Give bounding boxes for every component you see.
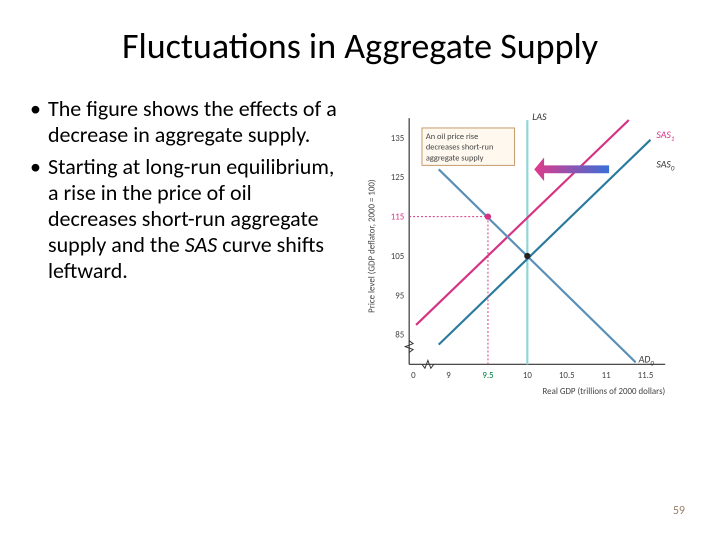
callout-box: An oil price rise decreases short-run ag… bbox=[422, 128, 515, 165]
sas1-label: SAS1 bbox=[657, 129, 676, 143]
origin-label: 0 bbox=[411, 371, 416, 381]
svg-text:11.5: 11.5 bbox=[638, 371, 654, 381]
chart-svg: 85 95 105 115 125 135 9 9.5 10 10.5 11 1… bbox=[355, 96, 690, 416]
svg-text:10.5: 10.5 bbox=[559, 371, 575, 381]
slide-title: Fluctuations in Aggregate Supply bbox=[0, 0, 720, 76]
svg-text:115: 115 bbox=[391, 213, 404, 223]
svg-text:An oil price rise: An oil price rise bbox=[426, 132, 478, 142]
svg-text:95: 95 bbox=[395, 291, 404, 301]
svg-text:11: 11 bbox=[602, 371, 611, 381]
svg-text:10: 10 bbox=[523, 371, 532, 381]
ad0-line bbox=[439, 169, 636, 362]
bullet-1: The figure shows the effects of a decrea… bbox=[30, 96, 345, 148]
equilibrium-point-new bbox=[485, 213, 491, 219]
x-axis-label: Real GDP (trillions of 2000 dollars) bbox=[543, 387, 666, 397]
x-ticks: 9 9.5 10 10.5 11 11.5 bbox=[446, 371, 653, 381]
svg-text:9: 9 bbox=[446, 371, 451, 381]
equilibrium-point-old bbox=[524, 253, 530, 259]
content-area: The figure shows the effects of a decrea… bbox=[0, 76, 720, 416]
shift-arrow bbox=[534, 158, 609, 182]
ad0-label: AD0 bbox=[638, 353, 655, 367]
svg-text:135: 135 bbox=[391, 134, 404, 144]
svg-text:aggregate supply: aggregate supply bbox=[426, 153, 484, 163]
svg-text:9.5: 9.5 bbox=[482, 371, 493, 381]
svg-text:85: 85 bbox=[395, 331, 404, 341]
svg-text:105: 105 bbox=[391, 252, 404, 262]
svg-text:decreases short-run: decreases short-run bbox=[426, 143, 493, 153]
page-number: 59 bbox=[673, 504, 685, 518]
y-ticks: 85 95 105 115 125 135 bbox=[391, 134, 404, 341]
econ-chart: 85 95 105 115 125 135 9 9.5 10 10.5 11 1… bbox=[355, 96, 690, 416]
las-label: LAS bbox=[532, 111, 547, 123]
svg-text:125: 125 bbox=[391, 173, 404, 183]
bullet-list: The figure shows the effects of a decrea… bbox=[30, 96, 355, 416]
y-axis-label: Price level (GDP deflator, 2000 = 100) bbox=[368, 179, 378, 313]
bullet-2: Starting at long-run equilibrium, a rise… bbox=[30, 154, 345, 284]
sas0-label: SAS0 bbox=[657, 158, 676, 172]
